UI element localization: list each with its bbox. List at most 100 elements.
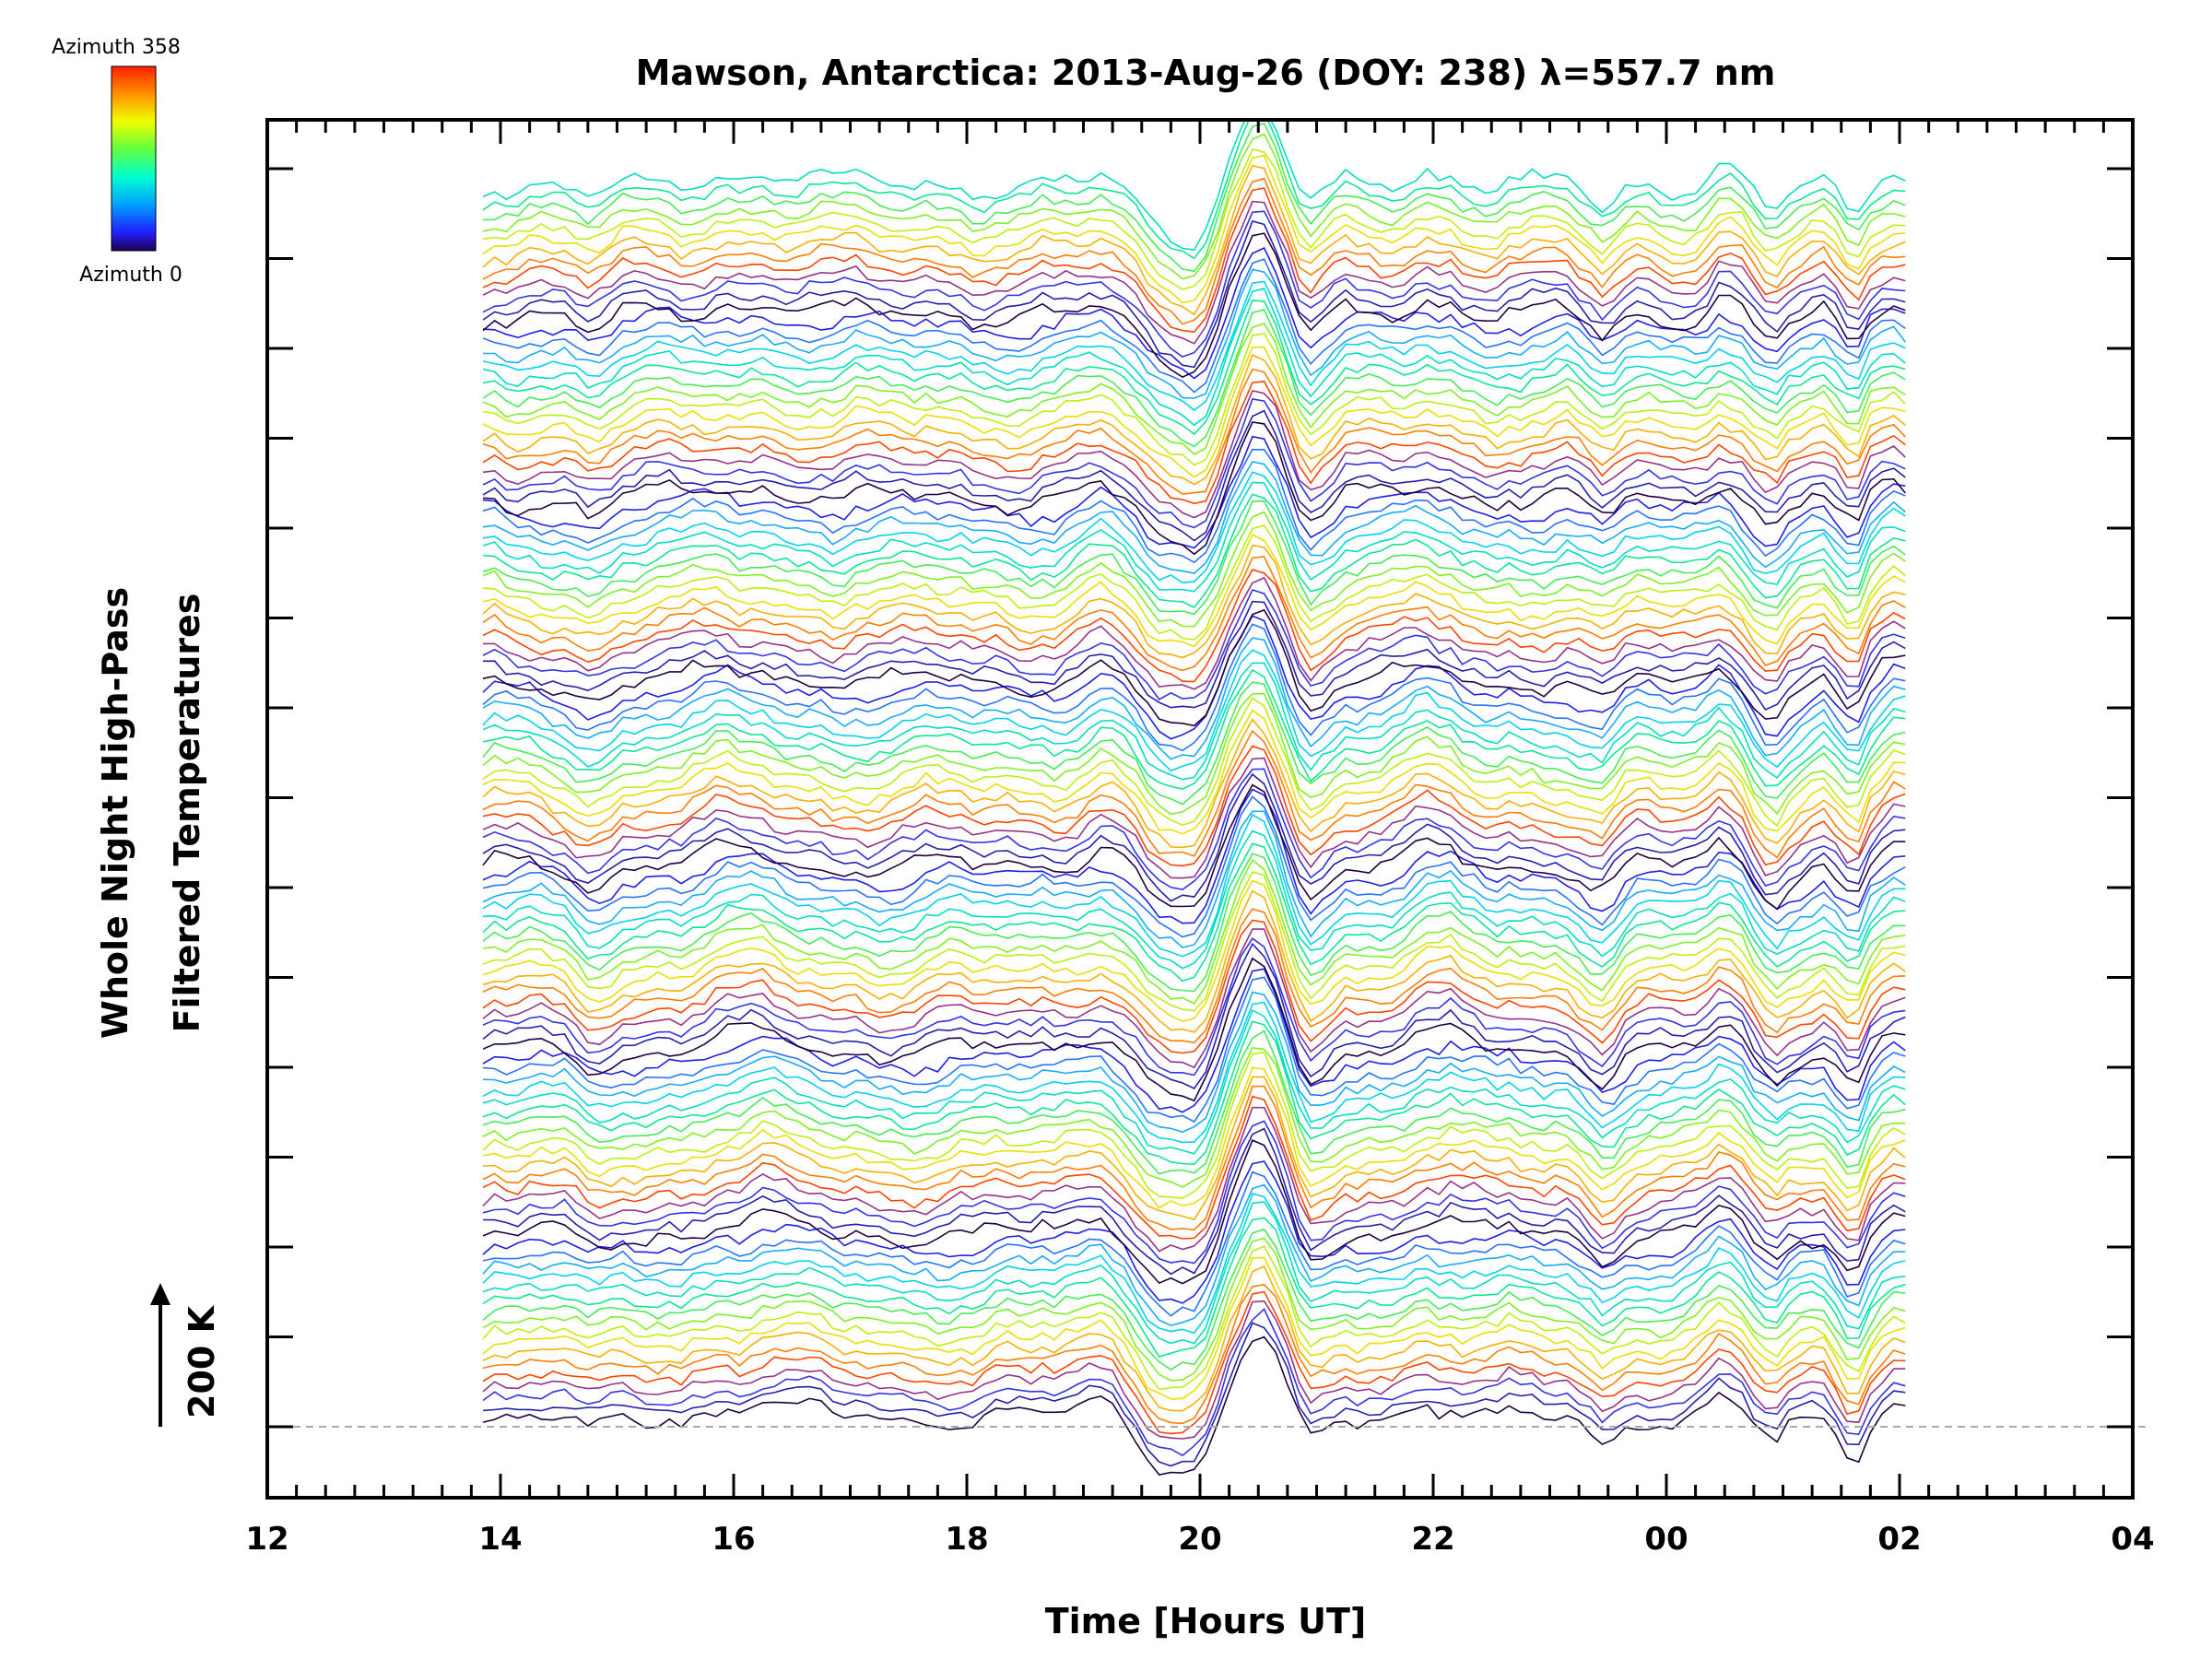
temperature-trace <box>482 544 1906 659</box>
temperature-trace <box>482 1120 1906 1265</box>
temperature-trace <box>482 122 1906 273</box>
temperature-trace <box>482 210 1906 358</box>
temperature-trace <box>482 1052 1906 1199</box>
temperature-trace <box>482 1283 1906 1425</box>
temperature-trace <box>482 957 1906 1102</box>
colorbar: Azimuth 358 Azimuth 0 <box>52 36 182 287</box>
temperature-trace <box>482 1127 1906 1276</box>
x-tick-label: 04 <box>2111 1521 2154 1558</box>
temperature-trace <box>482 810 1906 948</box>
temperature-trace <box>482 300 1906 436</box>
temperature-trace <box>482 783 1906 911</box>
temperature-trace <box>482 668 1906 791</box>
scale-bar-arrowhead <box>150 1283 171 1305</box>
temperature-trace <box>482 718 1906 849</box>
x-tick-label: 00 <box>1644 1521 1688 1558</box>
temperature-trace <box>482 1030 1906 1175</box>
temperature-trace <box>482 600 1906 712</box>
temperature-trace <box>482 745 1906 867</box>
temperature-trace <box>482 147 1906 290</box>
temperature-trace <box>482 937 1906 1077</box>
temperature-trace <box>482 1245 1906 1391</box>
temperature-trace <box>482 1047 1906 1189</box>
temperature-trace <box>482 1076 1906 1221</box>
temperature-trace <box>482 757 1906 879</box>
x-axis-label: Time [Hours UT] <box>1045 1601 1367 1641</box>
y-axis-label-line1: Whole Night High-Pass <box>95 587 135 1039</box>
temperature-trace <box>482 1300 1906 1440</box>
temperature-trace <box>482 481 1906 593</box>
temperature-trace <box>482 1095 1906 1240</box>
temperature-trace <box>482 1256 1906 1400</box>
temperature-trace <box>482 991 1906 1134</box>
temperature-trace <box>482 1183 1906 1327</box>
temperature-trace <box>482 858 1906 1005</box>
temperature-trace <box>482 942 1906 1090</box>
temperature-trace <box>482 354 1906 486</box>
temperature-trace <box>482 692 1906 816</box>
temperature-trace <box>482 623 1906 752</box>
temperature-trace <box>482 976 1906 1124</box>
temperature-trace <box>482 232 1906 379</box>
temperature-trace <box>482 569 1906 683</box>
temperature-trace <box>482 493 1906 608</box>
temperature-trace <box>482 788 1906 924</box>
temperature-trace <box>482 1237 1906 1382</box>
temperature-trace <box>482 500 1906 616</box>
scale-bar: 200 K <box>150 1283 222 1427</box>
temperature-trace <box>482 889 1906 1033</box>
temperature-trace <box>482 830 1906 970</box>
temperature-trace <box>482 589 1906 700</box>
temperature-trace <box>482 154 1906 304</box>
temperature-trace <box>482 122 1906 252</box>
temperature-trace <box>482 368 1906 495</box>
temperature-trace <box>482 381 1906 505</box>
temperature-trace <box>482 919 1906 1054</box>
temperature-trace <box>482 280 1906 412</box>
temperature-trace <box>482 220 1906 369</box>
colorbar-top-label: Azimuth 358 <box>52 36 181 59</box>
temperature-trace <box>482 928 1906 1069</box>
temperature-trace <box>482 709 1906 835</box>
temperature-traces <box>482 122 1906 1476</box>
temperature-trace <box>482 729 1906 859</box>
temperature-trace <box>482 772 1906 902</box>
temperature-trace <box>482 421 1906 556</box>
temperature-trace <box>482 524 1906 641</box>
temperature-trace <box>482 968 1906 1113</box>
temperature-trace <box>482 200 1906 345</box>
temperature-trace <box>482 323 1906 455</box>
temperature-trace <box>482 681 1906 806</box>
temperature-trace <box>482 1265 1906 1412</box>
temperature-trace <box>482 795 1906 938</box>
temperature-trace <box>482 122 1906 260</box>
x-tick-label: 20 <box>1178 1521 1221 1558</box>
x-tick-label: 16 <box>712 1521 755 1558</box>
temperature-trace <box>482 813 1906 958</box>
temperature-trace <box>482 1322 1906 1467</box>
temperature-trace <box>482 768 1906 891</box>
temperature-trace <box>482 1085 1906 1231</box>
temperature-trace <box>482 1217 1906 1358</box>
x-tick-label: 18 <box>945 1521 988 1558</box>
temperature-trace <box>482 556 1906 672</box>
temperature-trace <box>482 1335 1906 1476</box>
temperature-trace <box>482 1139 1906 1285</box>
temperature-trace <box>482 333 1906 466</box>
temperature-trace <box>482 448 1906 564</box>
x-tick-label: 22 <box>1411 1521 1454 1558</box>
colorbar-gradient <box>111 65 157 252</box>
temperature-trace <box>482 842 1906 982</box>
temperature-trace <box>482 1106 1906 1253</box>
temperature-trace <box>482 164 1906 316</box>
temperature-trace <box>482 288 1906 427</box>
temperature-trace <box>482 1001 1906 1144</box>
y-axis-label-line2: Filtered Temperatures <box>167 594 207 1033</box>
temperature-trace <box>482 615 1906 740</box>
temperature-trace <box>482 346 1906 478</box>
x-tick-label: 02 <box>1877 1521 1921 1558</box>
temperature-trace <box>482 871 1906 1012</box>
colorbar-bottom-label: Azimuth 0 <box>79 264 182 287</box>
temperature-trace <box>482 1160 1906 1304</box>
